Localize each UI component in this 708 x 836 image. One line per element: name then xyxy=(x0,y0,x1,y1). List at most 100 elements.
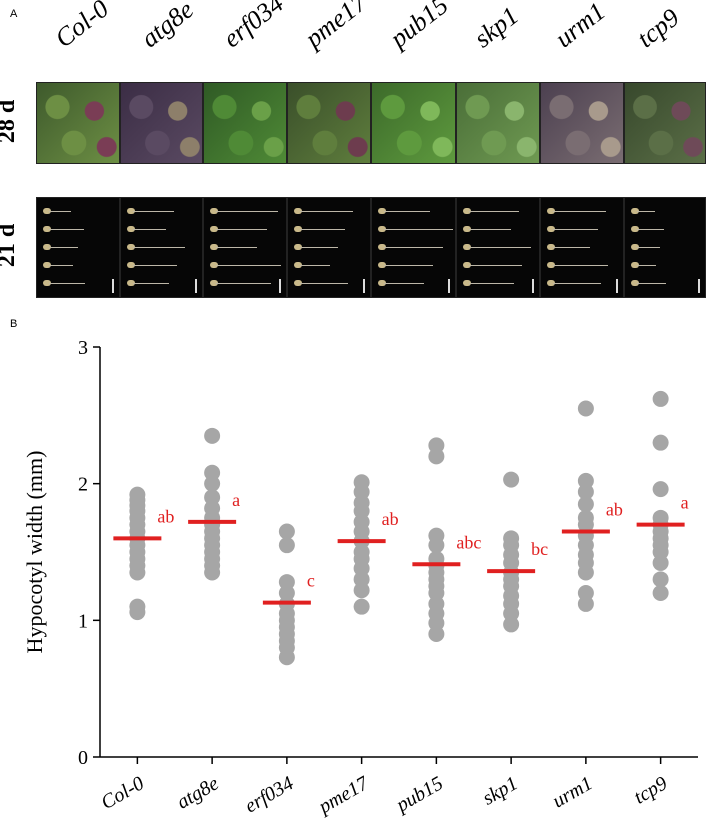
data-point xyxy=(428,537,445,554)
seedling xyxy=(294,244,302,250)
data-point xyxy=(577,564,594,581)
genotype-header-6: urm1 xyxy=(549,0,611,54)
data-point xyxy=(652,390,669,407)
seedling xyxy=(547,280,555,286)
data-point xyxy=(577,472,594,489)
data-point xyxy=(577,483,594,500)
x-tick-label: erf034 xyxy=(241,772,297,817)
x-tick-label: Col-0 xyxy=(97,772,147,814)
panel-a-label: A xyxy=(10,8,18,20)
seedling-photo-5 xyxy=(456,197,540,298)
seedling-root xyxy=(49,283,85,284)
hypocotyl-width-chart: 0 1 2 3 Col-0 atg8e erf034 pme17 pub15 skp1 urm1 tc… xyxy=(22,337,698,819)
seedling-root xyxy=(49,247,78,248)
seedling-root xyxy=(133,283,169,284)
seedling xyxy=(378,280,386,286)
seedling-root xyxy=(637,247,660,248)
seedling xyxy=(127,262,135,268)
x-tick-label: pub15 xyxy=(391,772,447,817)
scale-bar xyxy=(448,279,450,293)
genotype-header-4: pub15 xyxy=(384,0,454,54)
seedling xyxy=(210,280,218,286)
data-point xyxy=(577,400,594,417)
seedling xyxy=(547,208,555,214)
seedling xyxy=(378,244,386,250)
seedling xyxy=(43,262,51,268)
data-point xyxy=(577,595,594,612)
data-point xyxy=(278,649,295,666)
data-point xyxy=(503,605,520,622)
x-tick-label: urm1 xyxy=(549,772,597,812)
data-point xyxy=(428,585,445,601)
data-point xyxy=(353,483,370,500)
significance-letter: a xyxy=(232,490,240,510)
seedling xyxy=(547,226,555,232)
rosette-photo-2 xyxy=(203,82,287,164)
row-label-21d: 21 d xyxy=(0,224,21,268)
data-point xyxy=(353,582,370,599)
seedling xyxy=(463,226,471,232)
seedling-root xyxy=(553,229,598,230)
data-point xyxy=(353,503,370,519)
seedling xyxy=(210,244,218,250)
seedling-root xyxy=(300,247,338,248)
data-point xyxy=(652,434,669,451)
seedling-root xyxy=(553,265,608,266)
seedling-photo-2 xyxy=(203,197,287,298)
seedling xyxy=(127,244,135,250)
seedling xyxy=(43,226,51,232)
seedling-root xyxy=(216,229,267,230)
seedling xyxy=(463,208,471,214)
seedling xyxy=(547,244,555,250)
scale-bar xyxy=(532,279,534,293)
significance-letter: a xyxy=(681,493,689,513)
data-point xyxy=(577,496,594,513)
seedling-root xyxy=(216,247,257,248)
seedling xyxy=(547,262,555,268)
x-tick-label: pme17 xyxy=(313,772,373,819)
seedling-photo-1 xyxy=(120,197,203,298)
genotype-header-7: tcp9 xyxy=(631,2,685,54)
significance-letter: abc xyxy=(456,532,481,552)
seedling-root xyxy=(637,211,655,212)
data-point xyxy=(652,554,669,571)
seedling xyxy=(631,244,639,250)
seedling-root xyxy=(133,211,174,212)
data-point xyxy=(503,616,520,633)
seedling-root xyxy=(49,211,71,212)
seedling xyxy=(378,226,386,232)
seedling-root xyxy=(133,229,166,230)
seedling-root xyxy=(469,229,511,230)
seedling xyxy=(210,262,218,268)
data-point xyxy=(353,560,370,577)
scale-bar xyxy=(698,279,700,293)
data-point xyxy=(204,427,221,444)
seedling xyxy=(294,226,302,232)
data-point xyxy=(278,574,295,591)
x-tick-label: tcp9 xyxy=(630,772,671,808)
seedling-root xyxy=(469,211,519,212)
seedling xyxy=(210,226,218,232)
seedling-root xyxy=(384,211,430,212)
panel-b-label: B xyxy=(10,318,18,330)
seedling-root xyxy=(300,265,330,266)
significance-letter: bc xyxy=(531,539,548,559)
data-point xyxy=(428,615,445,632)
seedling xyxy=(378,208,386,214)
seedling-root xyxy=(384,229,453,230)
y-tick-label: 0 xyxy=(78,747,88,769)
data-point xyxy=(428,626,445,642)
genotype-header-2: erf034 xyxy=(217,0,289,54)
seedling-root xyxy=(216,265,281,266)
seedling xyxy=(378,262,386,268)
seedling-photo-0 xyxy=(36,197,120,298)
rosette-photo-5 xyxy=(456,82,540,164)
data-point xyxy=(353,598,370,615)
seedling-photo-6 xyxy=(540,197,624,298)
seedling xyxy=(127,208,135,214)
seedling xyxy=(210,208,218,214)
scale-bar xyxy=(616,279,618,293)
seedling-root xyxy=(384,283,424,284)
x-tick-label: skp1 xyxy=(479,772,522,809)
genotype-header-1: atg8e xyxy=(135,0,199,54)
